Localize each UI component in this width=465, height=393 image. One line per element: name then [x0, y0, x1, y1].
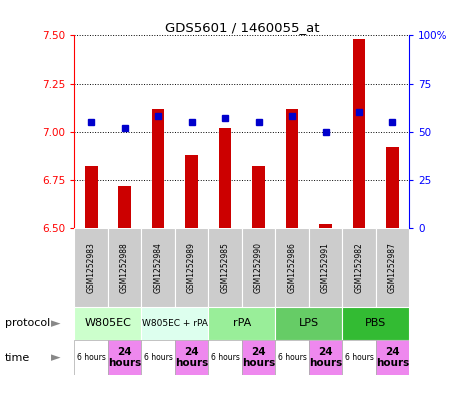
- Bar: [319, 224, 332, 228]
- Bar: [175, 340, 208, 375]
- Text: GSM1252984: GSM1252984: [153, 242, 163, 293]
- Text: W805EC + rPA: W805EC + rPA: [142, 319, 208, 328]
- Bar: [275, 228, 309, 307]
- Text: 6 hours: 6 hours: [345, 353, 373, 362]
- Text: 24
hours: 24 hours: [309, 347, 342, 368]
- Bar: [141, 307, 208, 340]
- Bar: [108, 228, 141, 307]
- Text: GSM1252990: GSM1252990: [254, 242, 263, 293]
- Bar: [352, 39, 365, 228]
- Bar: [342, 340, 376, 375]
- Bar: [141, 340, 175, 375]
- Text: GSM1252982: GSM1252982: [354, 242, 364, 293]
- Text: GSM1252985: GSM1252985: [220, 242, 230, 293]
- Text: 6 hours: 6 hours: [278, 353, 306, 362]
- Text: 24
hours: 24 hours: [242, 347, 275, 368]
- Bar: [386, 147, 399, 228]
- Text: GSM1252991: GSM1252991: [321, 242, 330, 293]
- Bar: [74, 307, 141, 340]
- Text: rPA: rPA: [232, 318, 251, 328]
- Text: GSM1252987: GSM1252987: [388, 242, 397, 293]
- Bar: [242, 228, 275, 307]
- Bar: [342, 307, 409, 340]
- Bar: [85, 166, 98, 228]
- Text: time: time: [5, 353, 30, 363]
- Text: GSM1252988: GSM1252988: [120, 242, 129, 293]
- Text: 6 hours: 6 hours: [211, 353, 239, 362]
- Text: 24
hours: 24 hours: [108, 347, 141, 368]
- Bar: [286, 108, 299, 228]
- Title: GDS5601 / 1460055_at: GDS5601 / 1460055_at: [165, 21, 319, 34]
- Bar: [275, 307, 342, 340]
- Text: ►: ►: [51, 317, 60, 330]
- Text: 6 hours: 6 hours: [144, 353, 173, 362]
- Bar: [275, 340, 309, 375]
- Text: W805EC: W805EC: [85, 318, 131, 328]
- Bar: [208, 228, 242, 307]
- Text: protocol: protocol: [5, 318, 50, 328]
- Bar: [74, 228, 108, 307]
- Text: PBS: PBS: [365, 318, 386, 328]
- Text: 6 hours: 6 hours: [77, 353, 106, 362]
- Bar: [242, 340, 275, 375]
- Bar: [152, 108, 165, 228]
- Bar: [309, 340, 342, 375]
- Text: ►: ►: [51, 351, 60, 364]
- Bar: [175, 228, 208, 307]
- Bar: [108, 340, 141, 375]
- Text: GSM1252986: GSM1252986: [287, 242, 297, 293]
- Bar: [118, 185, 131, 228]
- Bar: [376, 340, 409, 375]
- Text: LPS: LPS: [299, 318, 319, 328]
- Bar: [376, 228, 409, 307]
- Text: GSM1252989: GSM1252989: [187, 242, 196, 293]
- Bar: [309, 228, 342, 307]
- Bar: [185, 155, 198, 228]
- Bar: [342, 228, 376, 307]
- Text: GSM1252983: GSM1252983: [86, 242, 96, 293]
- Bar: [208, 307, 275, 340]
- Bar: [141, 228, 175, 307]
- Bar: [252, 166, 265, 228]
- Bar: [74, 340, 108, 375]
- Bar: [208, 340, 242, 375]
- Bar: [219, 128, 232, 228]
- Text: 24
hours: 24 hours: [175, 347, 208, 368]
- Text: 24
hours: 24 hours: [376, 347, 409, 368]
